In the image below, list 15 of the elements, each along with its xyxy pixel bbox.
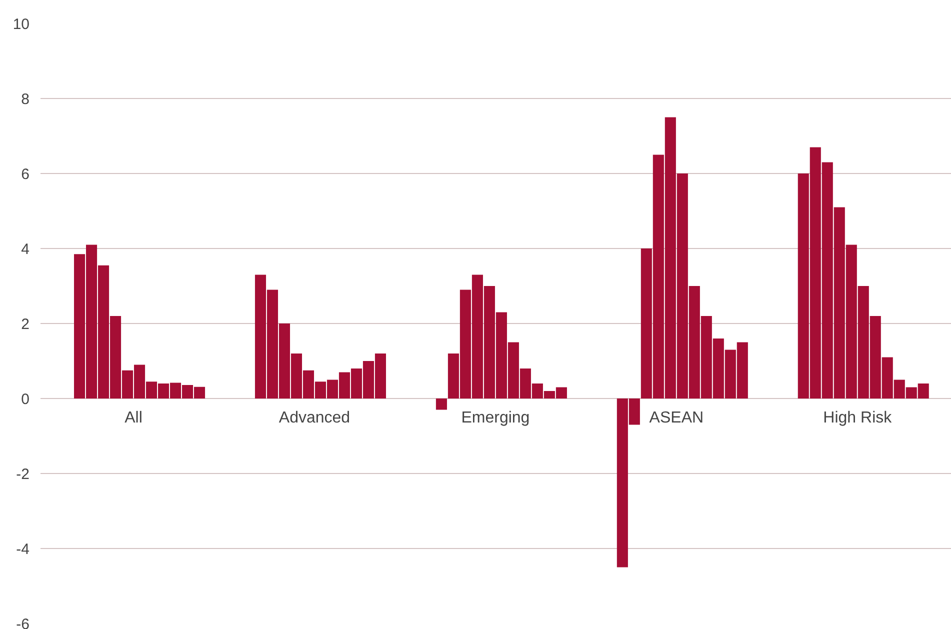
x-tick-label: Advanced <box>278 410 350 426</box>
y-tick-label: -4 <box>16 541 30 558</box>
y-tick-label: 4 <box>21 241 30 258</box>
y-tick-label: 8 <box>21 91 30 108</box>
y-tick-label: 2 <box>21 316 30 333</box>
x-tick-label: High Risk <box>823 410 893 426</box>
y-tick-label: 6 <box>21 166 30 183</box>
y-tick-label: 10 <box>12 16 30 33</box>
x-tick-label: All <box>124 410 142 426</box>
y-tick-label: 0 <box>21 391 30 408</box>
x-tick-label: ASEAN <box>649 410 704 426</box>
bar <box>436 398 447 410</box>
x-tick-label: Emerging <box>461 410 530 426</box>
y-tick-label: -6 <box>16 616 30 629</box>
y-tick-label: -2 <box>16 466 30 483</box>
